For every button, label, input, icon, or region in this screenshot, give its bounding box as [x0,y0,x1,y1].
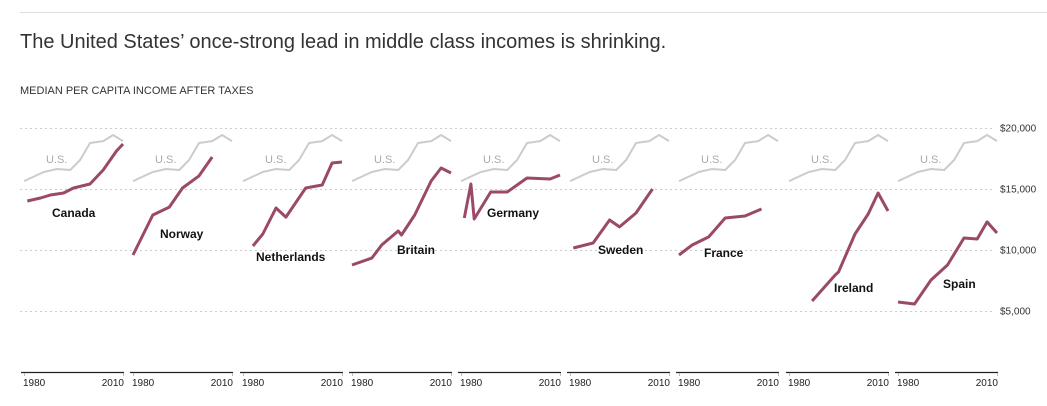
y-tick-label: $20,000 [1000,124,1037,135]
country-line-spain [897,220,999,306]
us-label: U.S. [701,154,722,166]
country-line-canada [26,142,125,203]
top-rule [20,12,1047,13]
country-label: Netherlands [256,250,326,264]
us-reference-line [242,134,343,183]
country-line-france [678,207,763,257]
country-label: Ireland [834,281,873,295]
us-reference-line [788,134,889,183]
country-line-ireland [810,191,890,302]
x-tick-label: 1980 [351,378,374,389]
us-label: U.S. [483,154,504,166]
x-tick-label: 2010 [648,378,671,389]
us-label: U.S. [920,154,941,166]
country-line-netherlands [251,160,343,247]
us-reference-line [897,134,998,183]
us-label: U.S. [811,154,832,166]
us-reference-line [460,134,561,183]
us-label: U.S. [155,154,176,166]
x-tick-label: 1980 [460,378,483,389]
x-tick-label: 2010 [976,378,999,389]
x-tick-label: 2010 [539,378,562,389]
x-tick-label: 1980 [132,378,155,389]
x-tick-label: 2010 [757,378,780,389]
us-label: U.S. [592,154,613,166]
chart-title: The United States’ once-strong lead in m… [20,31,667,53]
us-reference-line [23,134,124,183]
country-label: Germany [487,206,539,220]
country-label: Norway [160,227,204,241]
us-reference-line [678,134,779,183]
country-line-sweden [572,188,654,250]
country-label: Spain [943,277,976,291]
y-tick-label: $10,000 [1000,246,1037,257]
y-tick-label: $5,000 [1000,307,1031,318]
us-reference-line [569,134,670,183]
x-tick-label: 2010 [321,378,344,389]
x-tick-label: 1980 [897,378,920,389]
x-tick-label: 2010 [430,378,453,389]
x-tick-label: 1980 [23,378,46,389]
chart-subtitle: MEDIAN PER CAPITA INCOME AFTER TAXES [20,85,254,97]
x-tick-label: 2010 [102,378,125,389]
x-tick-label: 1980 [788,378,811,389]
us-label: U.S. [46,154,67,166]
us-reference-line [132,134,233,183]
x-tick-label: 2010 [211,378,234,389]
us-label: U.S. [265,154,286,166]
country-line-norway [131,156,214,256]
x-tick-label: 1980 [569,378,592,389]
us-reference-line [351,134,452,183]
us-label: U.S. [374,154,395,166]
country-label: Canada [52,206,96,220]
country-label: France [704,246,744,260]
country-line-germany [462,173,561,221]
country-label: Britain [397,243,435,257]
x-tick-label: 1980 [242,378,265,389]
country-line-britain [351,166,452,267]
y-tick-label: $15,000 [1000,185,1037,196]
x-tick-label: 2010 [867,378,890,389]
x-tick-label: 1980 [678,378,701,389]
country-label: Sweden [598,243,643,257]
